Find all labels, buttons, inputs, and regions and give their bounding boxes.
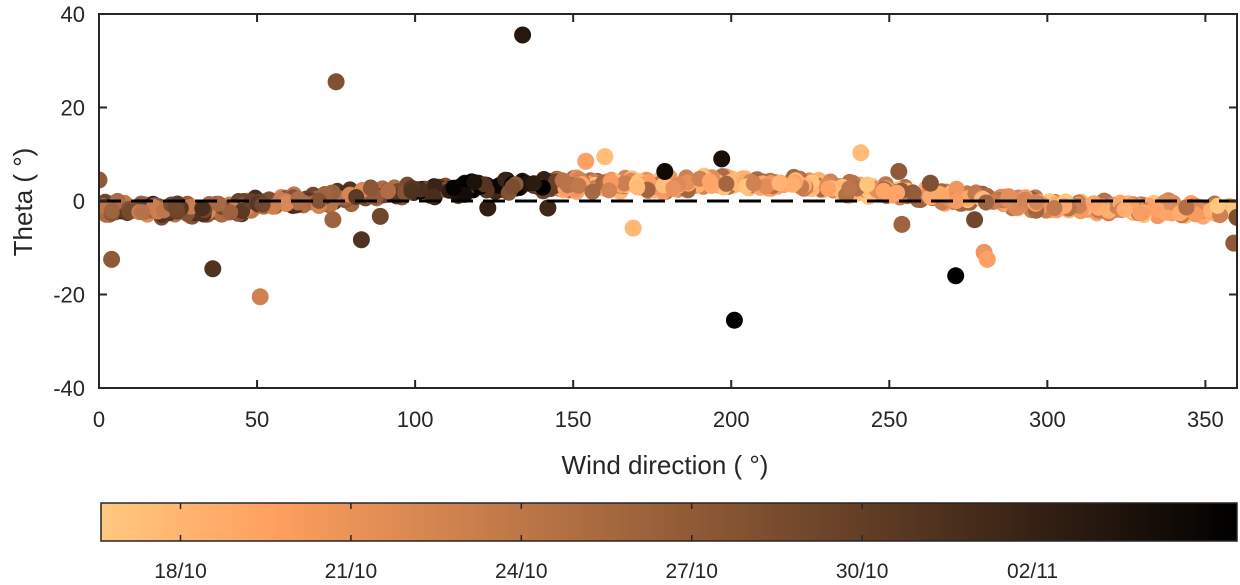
data-point bbox=[784, 176, 801, 193]
x-axis: 0 50 100 150 200 250 300 350 bbox=[93, 14, 1224, 432]
data-point bbox=[103, 203, 120, 219]
data-point bbox=[352, 231, 370, 249]
data-point bbox=[601, 182, 618, 199]
data-point bbox=[875, 182, 892, 199]
data-point bbox=[745, 175, 762, 192]
x-tick-label: 250 bbox=[871, 407, 908, 432]
data-point bbox=[403, 183, 420, 200]
data-point bbox=[251, 288, 269, 306]
y-axis-title: Theta ( °) bbox=[8, 148, 38, 257]
data-point bbox=[380, 183, 397, 200]
outlier-points bbox=[99, 26, 1237, 329]
data-point bbox=[525, 175, 542, 192]
data-point bbox=[310, 192, 327, 209]
colorbar-tick-label: 30/10 bbox=[836, 560, 889, 583]
data-point bbox=[725, 311, 743, 329]
data-point bbox=[134, 204, 151, 221]
data-point bbox=[893, 215, 911, 233]
x-tick-label: 200 bbox=[713, 407, 750, 432]
data-point bbox=[701, 173, 718, 190]
y-tick-label: -40 bbox=[53, 376, 85, 401]
data-point bbox=[978, 250, 996, 268]
data-point bbox=[278, 196, 294, 212]
data-point bbox=[539, 199, 557, 217]
data-point bbox=[1228, 208, 1237, 226]
data-point bbox=[1085, 195, 1102, 212]
data-point bbox=[616, 175, 633, 192]
data-point bbox=[167, 199, 184, 216]
data-point bbox=[504, 178, 521, 195]
data-point bbox=[1046, 200, 1063, 216]
data-point bbox=[966, 211, 984, 229]
data-point bbox=[371, 207, 389, 225]
data-point bbox=[758, 178, 774, 195]
data-point bbox=[327, 73, 345, 91]
data-point bbox=[1178, 199, 1195, 216]
data-point bbox=[656, 163, 674, 180]
data-point bbox=[921, 174, 939, 192]
data-point bbox=[1225, 234, 1237, 252]
data-point bbox=[204, 260, 222, 278]
colorbar-tick-label: 27/10 bbox=[665, 560, 718, 583]
data-point bbox=[362, 180, 379, 197]
data-point bbox=[859, 176, 876, 193]
data-point bbox=[290, 191, 307, 207]
x-tick-label: 0 bbox=[93, 407, 105, 432]
plot-area bbox=[99, 26, 1237, 329]
data-point bbox=[713, 150, 731, 168]
colorbar-tick-label: 02/11 bbox=[1007, 560, 1058, 583]
x-tick-label: 150 bbox=[555, 407, 592, 432]
data-point bbox=[210, 195, 227, 212]
y-tick-label: 0 bbox=[73, 189, 85, 214]
data-point bbox=[479, 199, 497, 217]
data-point bbox=[348, 189, 365, 205]
data-point bbox=[596, 148, 614, 166]
data-point bbox=[889, 184, 906, 201]
data-point bbox=[852, 144, 870, 162]
data-point bbox=[624, 219, 642, 237]
data-point bbox=[665, 180, 682, 197]
data-point bbox=[718, 175, 735, 192]
data-point bbox=[1116, 201, 1133, 218]
colorbar bbox=[100, 502, 1238, 542]
data-point bbox=[978, 194, 994, 211]
data-point bbox=[933, 187, 950, 203]
y-axis: -40 -20 0 20 40 bbox=[53, 2, 1237, 401]
data-point bbox=[841, 180, 858, 197]
colorbar-ticks: 18/10 21/10 24/10 27/10 30/10 02/11 bbox=[154, 503, 1058, 583]
data-point bbox=[194, 200, 211, 217]
y-tick-label: 20 bbox=[61, 96, 85, 121]
data-point bbox=[570, 177, 587, 194]
data-point bbox=[324, 211, 342, 229]
y-tick-label: 40 bbox=[61, 2, 85, 27]
data-point bbox=[466, 174, 483, 191]
data-point bbox=[254, 196, 271, 213]
data-point bbox=[1146, 200, 1163, 217]
data-point bbox=[905, 185, 922, 202]
colorbar-tick-label: 18/10 bbox=[154, 560, 207, 583]
y-tick-label: -20 bbox=[53, 283, 85, 308]
data-point bbox=[948, 193, 965, 210]
data-point bbox=[445, 179, 462, 196]
data-point bbox=[514, 26, 532, 44]
x-tick-label: 350 bbox=[1187, 407, 1224, 432]
x-tick-label: 50 bbox=[245, 407, 269, 432]
data-point bbox=[584, 183, 601, 200]
colorbar-tick-label: 24/10 bbox=[495, 560, 548, 583]
colorbar-tick-label: 21/10 bbox=[325, 560, 378, 583]
data-point bbox=[99, 171, 108, 189]
x-tick-label: 100 bbox=[397, 407, 434, 432]
data-point bbox=[820, 180, 837, 197]
x-tick-label: 300 bbox=[1029, 407, 1066, 432]
data-point bbox=[947, 267, 965, 285]
data-point bbox=[103, 250, 121, 268]
data-point bbox=[771, 175, 788, 192]
data-point bbox=[1133, 205, 1150, 222]
data-point bbox=[629, 179, 646, 196]
data-point bbox=[577, 152, 595, 170]
data-point bbox=[222, 204, 239, 221]
x-axis-title: Wind direction ( °) bbox=[562, 450, 769, 480]
data-point bbox=[890, 163, 908, 180]
